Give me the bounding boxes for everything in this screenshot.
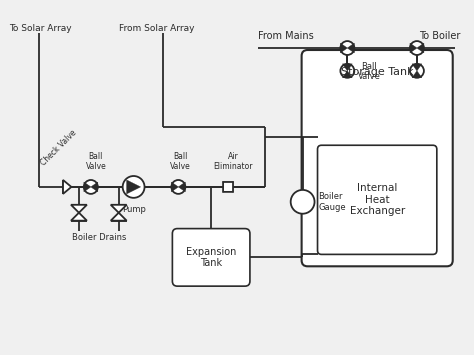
Text: Internal
Heat
Exchanger: Internal Heat Exchanger [349, 183, 405, 217]
Text: Expansion
Tank: Expansion Tank [186, 247, 237, 268]
Text: Pump: Pump [122, 205, 146, 214]
Text: Ball
Valve: Ball Valve [85, 152, 106, 171]
Polygon shape [412, 71, 422, 78]
FancyBboxPatch shape [223, 182, 233, 192]
Polygon shape [111, 205, 127, 213]
Polygon shape [84, 182, 91, 192]
Text: Ball
Valve: Ball Valve [358, 62, 381, 81]
Polygon shape [340, 43, 347, 53]
Text: From Mains: From Mains [258, 31, 314, 41]
Circle shape [84, 180, 98, 194]
Polygon shape [343, 64, 352, 71]
Text: Boiler
Gauge: Boiler Gauge [319, 192, 346, 212]
Polygon shape [412, 64, 422, 71]
Circle shape [172, 180, 185, 194]
Polygon shape [347, 43, 354, 53]
Polygon shape [111, 213, 127, 221]
Circle shape [410, 64, 424, 78]
Text: Air
Eliminator: Air Eliminator [213, 152, 253, 171]
Polygon shape [178, 182, 185, 192]
FancyBboxPatch shape [318, 145, 437, 255]
Text: Ball
Valve: Ball Valve [170, 152, 191, 171]
Circle shape [340, 64, 354, 78]
Circle shape [410, 41, 424, 55]
Polygon shape [410, 43, 417, 53]
Polygon shape [127, 180, 141, 194]
FancyBboxPatch shape [173, 229, 250, 286]
Text: To Solar Array: To Solar Array [9, 24, 72, 33]
Polygon shape [417, 43, 424, 53]
Polygon shape [63, 180, 72, 194]
Polygon shape [343, 71, 352, 78]
Text: Check Valve: Check Valve [39, 128, 79, 167]
Polygon shape [71, 205, 87, 213]
Polygon shape [71, 213, 87, 221]
Circle shape [291, 190, 315, 214]
Polygon shape [172, 182, 178, 192]
FancyBboxPatch shape [301, 50, 453, 266]
Circle shape [340, 41, 354, 55]
Text: To Boiler: To Boiler [419, 31, 460, 41]
Text: Boiler Drains: Boiler Drains [72, 233, 126, 241]
Text: From Solar Array: From Solar Array [118, 24, 194, 33]
Text: Storage Tank: Storage Tank [341, 67, 413, 77]
Circle shape [123, 176, 145, 198]
Polygon shape [91, 182, 98, 192]
